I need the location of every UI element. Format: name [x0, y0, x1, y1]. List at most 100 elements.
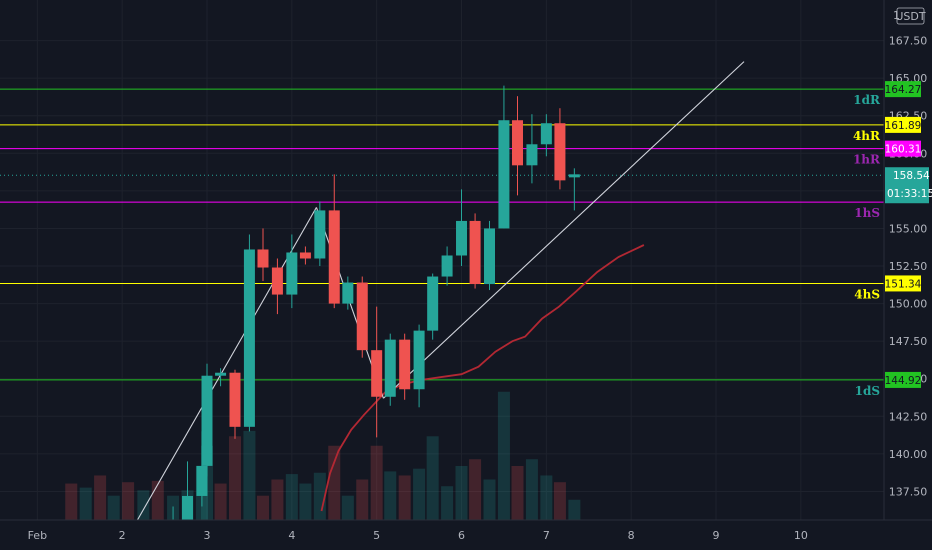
candle[interactable]: [299, 246, 311, 265]
candle-body: [399, 339, 411, 390]
candle[interactable]: [512, 96, 524, 196]
level-name-1hS: 1hS: [854, 206, 880, 220]
volume-bar: [79, 487, 92, 520]
volume-bar: [107, 495, 120, 520]
volume-bar: [469, 459, 482, 520]
candle-body: [469, 220, 481, 285]
price-badge-background: [885, 275, 921, 292]
level-name-1dS: 1dS: [855, 384, 880, 398]
candle-body: [384, 339, 396, 397]
candles[interactable]: [167, 85, 580, 550]
candle[interactable]: [540, 114, 552, 157]
time-axis[interactable]: Feb 2 3 4 5 6 7 8 9 10: [0, 519, 932, 550]
price-badge-background: [885, 116, 921, 133]
price-badge-4hS: 151.34: [885, 275, 922, 292]
volume-bar: [94, 475, 107, 520]
price-badge-value: 151.34: [885, 278, 922, 290]
volume-bar: [441, 486, 454, 520]
level-lines: [0, 88, 884, 381]
current-price-value: 158.54: [893, 170, 930, 182]
candle-body: [427, 276, 439, 331]
candle[interactable]: [371, 306, 383, 438]
volume-bar: [271, 479, 284, 520]
candle-body: [201, 375, 213, 466]
candle[interactable]: [427, 273, 439, 340]
candle[interactable]: [243, 234, 255, 432]
candle[interactable]: [498, 85, 510, 229]
level-name-1hR: 1hR: [853, 153, 881, 167]
currency-scale-prefix: 1: [893, 9, 900, 22]
candle-body: [286, 252, 298, 295]
candle[interactable]: [399, 333, 411, 400]
candle[interactable]: [526, 114, 538, 184]
candle[interactable]: [469, 213, 481, 289]
y-tick-label: 167.50: [889, 35, 928, 48]
moving-average-line: [320, 244, 645, 512]
candle-body: [512, 120, 524, 166]
x-tick-label: 6: [458, 529, 465, 542]
candle-body: [342, 282, 354, 304]
x-tick-label: 7: [543, 529, 550, 542]
candle-body: [181, 495, 193, 520]
volume-bar: [341, 495, 354, 520]
candle[interactable]: [342, 276, 354, 310]
x-tick-label: Feb: [28, 529, 47, 542]
candle[interactable]: [201, 363, 213, 477]
volume-bar: [328, 445, 341, 520]
candle-body: [314, 210, 326, 259]
level-labels: 1dR 4hR 1hR 1hS 4hS 1dS: [853, 93, 881, 398]
candle-body: [413, 330, 425, 390]
candle[interactable]: [384, 333, 396, 406]
candle[interactable]: [314, 201, 326, 267]
x-tick-labels: Feb 2 3 4 5 6 7 8 9 10: [28, 529, 808, 542]
candle[interactable]: [229, 369, 241, 439]
volume-bar: [553, 482, 566, 520]
candle-body: [371, 350, 383, 397]
candle-body: [299, 252, 311, 259]
candle-body: [257, 249, 269, 268]
price-badge-4hR: 161.89: [885, 116, 921, 133]
price-badge-1dR: 164.27: [885, 81, 922, 98]
currency-box[interactable]: [896, 7, 925, 25]
volume-bar: [511, 466, 524, 520]
y-tick-label: 147.50: [889, 335, 928, 348]
price-badge-1dS: 144.92: [885, 371, 922, 388]
candle[interactable]: [441, 246, 453, 286]
current-price-badge: 158.54 01:33:15: [885, 167, 932, 204]
x-tick-label: 10: [794, 529, 808, 542]
candle[interactable]: [215, 368, 227, 387]
candle-body: [498, 120, 510, 229]
price-badge-background: [885, 371, 921, 388]
x-tick-label: 8: [628, 529, 635, 542]
price-badge-value: 164.27: [885, 84, 922, 96]
candle[interactable]: [484, 220, 496, 291]
x-tick-label: 4: [288, 529, 295, 542]
price-badge-value: 144.92: [885, 375, 922, 387]
volume-bar: [122, 482, 135, 520]
volume-bar: [356, 479, 369, 520]
y-tick-label: 137.50: [889, 485, 928, 498]
y-tick-label: 152.50: [889, 260, 928, 273]
candle[interactable]: [568, 168, 580, 211]
candle-body: [526, 144, 538, 166]
candle[interactable]: [554, 108, 566, 190]
price-axis[interactable]: 167.50165.00162.50160.00157.50155.00152.…: [883, 0, 932, 520]
candle[interactable]: [356, 276, 368, 358]
candle[interactable]: [271, 258, 283, 315]
price-badges: 164.27 161.89 160.31 151.34 144.92 158.54 01:3…: [885, 81, 932, 388]
candle[interactable]: [257, 228, 269, 282]
candle[interactable]: [181, 461, 193, 530]
volume-bar: [299, 483, 312, 520]
countdown-timer: 01:33:15: [887, 188, 932, 200]
candle[interactable]: [328, 174, 340, 309]
candle-body: [229, 372, 241, 427]
y-tick-label: 150.00: [889, 298, 928, 311]
level-name-4hR: 4hR: [853, 129, 881, 143]
candle-body: [356, 282, 368, 351]
trendline[interactable]: [383, 61, 745, 399]
candle[interactable]: [413, 324, 425, 408]
candle[interactable]: [456, 189, 468, 267]
candle-body: [554, 123, 566, 181]
candle[interactable]: [286, 234, 298, 309]
